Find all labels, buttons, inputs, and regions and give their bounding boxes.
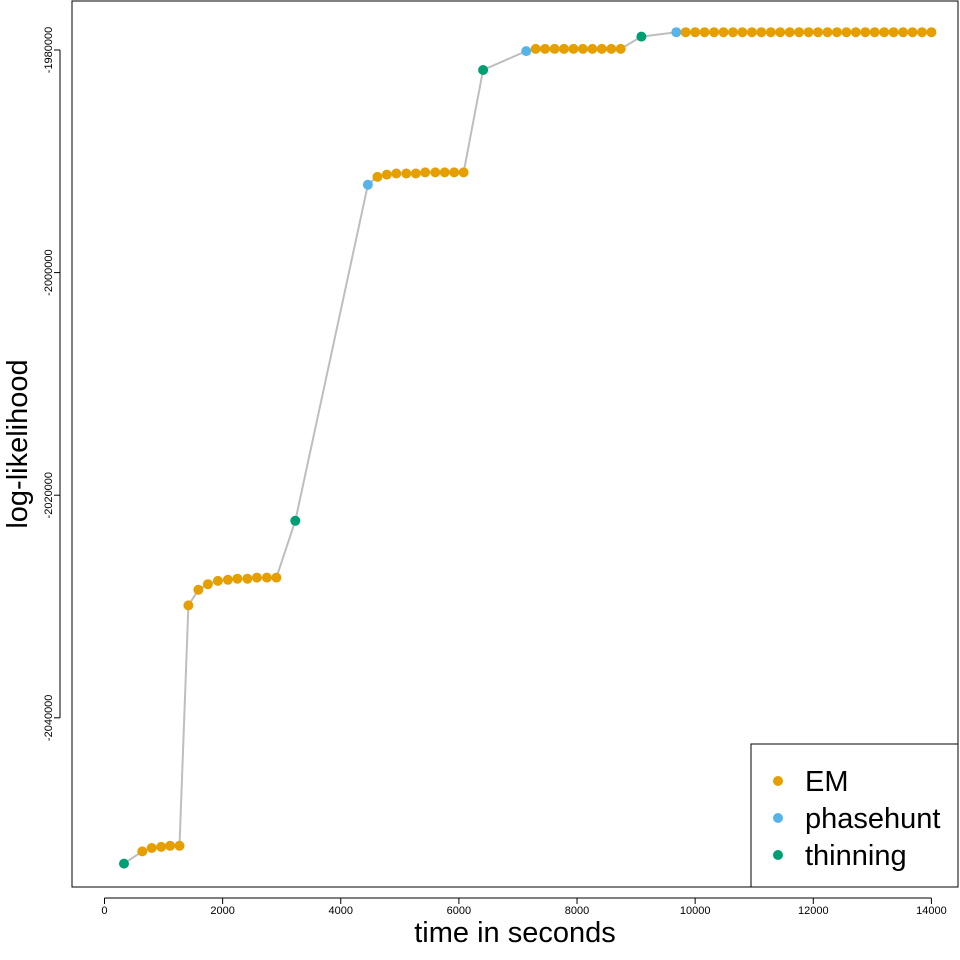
legend-swatch-EM bbox=[773, 776, 783, 786]
data-point-EM bbox=[559, 43, 569, 54]
legend-swatch-phasehunt bbox=[773, 813, 783, 823]
data-point-EM bbox=[898, 27, 909, 38]
data-point-EM bbox=[449, 167, 460, 178]
data-point-EM bbox=[860, 27, 871, 38]
data-point-EM bbox=[577, 43, 588, 54]
y-tick-label: -2040000 bbox=[43, 695, 55, 742]
data-point-EM bbox=[606, 43, 617, 54]
data-point-phasehunt bbox=[362, 179, 373, 190]
y-tick-label: -2020000 bbox=[43, 472, 55, 519]
data-point-EM bbox=[803, 27, 814, 38]
data-point-EM bbox=[888, 27, 899, 38]
x-tick-label: 10000 bbox=[680, 905, 711, 917]
data-point-EM bbox=[822, 27, 833, 38]
data-point-EM bbox=[430, 167, 441, 178]
x-tick-label: 8000 bbox=[565, 905, 589, 917]
data-point-EM bbox=[926, 27, 937, 38]
x-tick-label: 2000 bbox=[210, 905, 234, 917]
x-tick-label: 4000 bbox=[329, 905, 353, 917]
data-point-EM bbox=[381, 169, 392, 180]
data-point-EM bbox=[869, 27, 880, 38]
y-tick-label: -1980000 bbox=[43, 27, 55, 73]
data-point-EM bbox=[709, 27, 720, 38]
data-point-EM bbox=[765, 27, 776, 38]
data-point-phasehunt bbox=[671, 27, 682, 38]
legend-label-EM: EM bbox=[805, 766, 849, 798]
data-point-EM bbox=[737, 27, 748, 38]
data-point-EM bbox=[794, 27, 805, 38]
data-point-EM bbox=[193, 584, 204, 595]
data-point-EM bbox=[718, 27, 729, 38]
data-point-EM bbox=[540, 43, 551, 54]
legend-label-thinning: thinning bbox=[805, 840, 907, 872]
data-point-EM bbox=[879, 27, 890, 38]
data-point-EM bbox=[458, 167, 469, 178]
y-axis: -1980000 -2000000 -2020000 -2040000 bbox=[43, 27, 61, 742]
data-point-EM bbox=[251, 572, 262, 583]
legend-label-phasehunt: phasehunt bbox=[805, 803, 940, 835]
legend: EM phasehunt thinning bbox=[750, 743, 959, 888]
data-point-EM bbox=[202, 579, 213, 590]
data-point-EM bbox=[784, 27, 795, 38]
data-point-EM bbox=[775, 27, 786, 38]
data-point-EM bbox=[401, 168, 412, 179]
data-point-EM bbox=[420, 167, 431, 178]
data-point-EM bbox=[841, 27, 852, 38]
data-point-EM bbox=[156, 841, 167, 852]
data-point-EM bbox=[549, 43, 560, 54]
data-point-EM bbox=[439, 167, 450, 178]
data-point-EM bbox=[917, 27, 927, 38]
x-tick-label: 14000 bbox=[916, 905, 947, 917]
data-point-EM bbox=[850, 27, 861, 38]
data-point-EM bbox=[165, 840, 176, 851]
legend-box bbox=[750, 743, 959, 888]
x-tick-label: 12000 bbox=[798, 905, 829, 917]
y-axis-title: log-likelihood bbox=[2, 359, 34, 528]
x-tick-label: 6000 bbox=[447, 905, 471, 917]
data-point-EM bbox=[680, 27, 691, 38]
data-point-EM bbox=[746, 27, 757, 38]
data-point-EM bbox=[728, 27, 738, 38]
data-point-EM bbox=[831, 27, 842, 38]
legend-swatch-thinning bbox=[773, 850, 783, 860]
data-point-EM bbox=[222, 574, 233, 585]
data-point-thinning bbox=[119, 858, 129, 869]
x-axis: 0 2000 4000 6000 8000 10000 12000 14000 bbox=[101, 897, 947, 917]
data-point-EM bbox=[568, 43, 579, 54]
data-point-EM bbox=[615, 43, 626, 54]
data-point-EM bbox=[174, 840, 185, 851]
data-point-EM bbox=[242, 573, 253, 584]
data-point-EM bbox=[699, 27, 710, 38]
data-point-EM bbox=[372, 171, 383, 182]
plot-frame bbox=[71, 0, 959, 888]
data-point-EM bbox=[146, 843, 157, 853]
data-point-EM bbox=[410, 168, 421, 179]
data-point-EM bbox=[391, 168, 402, 179]
x-axis-title: time in seconds bbox=[414, 917, 616, 949]
data-point-EM bbox=[232, 573, 243, 584]
y-tick-label: -2000000 bbox=[43, 249, 55, 296]
x-tick-label: 0 bbox=[101, 905, 107, 917]
data-point-thinning bbox=[636, 31, 647, 42]
data-point-EM bbox=[756, 27, 767, 38]
data-point-EM bbox=[907, 27, 918, 38]
data-point-EM bbox=[530, 43, 541, 54]
data-point-EM bbox=[690, 27, 701, 38]
data-points bbox=[119, 27, 937, 869]
data-point-EM bbox=[183, 600, 194, 611]
data-point-thinning bbox=[478, 65, 489, 75]
data-point-EM bbox=[271, 572, 282, 583]
data-point-phasehunt bbox=[521, 46, 532, 57]
data-point-EM bbox=[587, 43, 598, 54]
data-point-thinning bbox=[290, 515, 301, 526]
data-point-EM bbox=[137, 846, 148, 857]
data-point-EM bbox=[212, 575, 223, 586]
data-point-EM bbox=[813, 27, 823, 38]
data-point-EM bbox=[261, 572, 272, 583]
data-point-EM bbox=[596, 43, 607, 54]
